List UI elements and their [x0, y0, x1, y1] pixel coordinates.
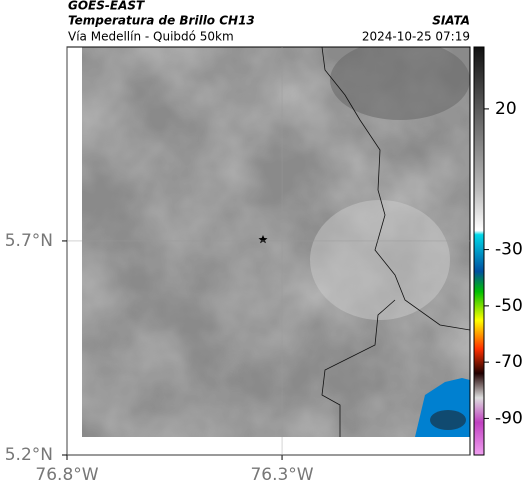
agency: SIATA [432, 14, 470, 28]
colorbar [473, 46, 485, 456]
x-tick-label: 76.8°W [35, 465, 98, 485]
timestamp: 2024-10-25 07:19 [362, 30, 470, 44]
y-tick-label: 5.7°N [5, 231, 53, 251]
colorbar-label: 20 [495, 99, 517, 119]
x-tick-label: 76.3°W [250, 465, 313, 485]
satellite-image [82, 47, 470, 437]
colorbar-label: -30 [495, 240, 523, 260]
y-tick-label: 5.2°N [5, 445, 53, 465]
source: GOES-EAST [68, 0, 145, 13]
colorbar-label: -90 [495, 408, 523, 428]
colorbar-label: -70 [495, 352, 523, 372]
colorbar-label: -50 [495, 296, 523, 316]
region: Vía Medellín - Quibdó 50km [68, 30, 234, 44]
product: Temperatura de Brillo CH13 [68, 14, 255, 28]
